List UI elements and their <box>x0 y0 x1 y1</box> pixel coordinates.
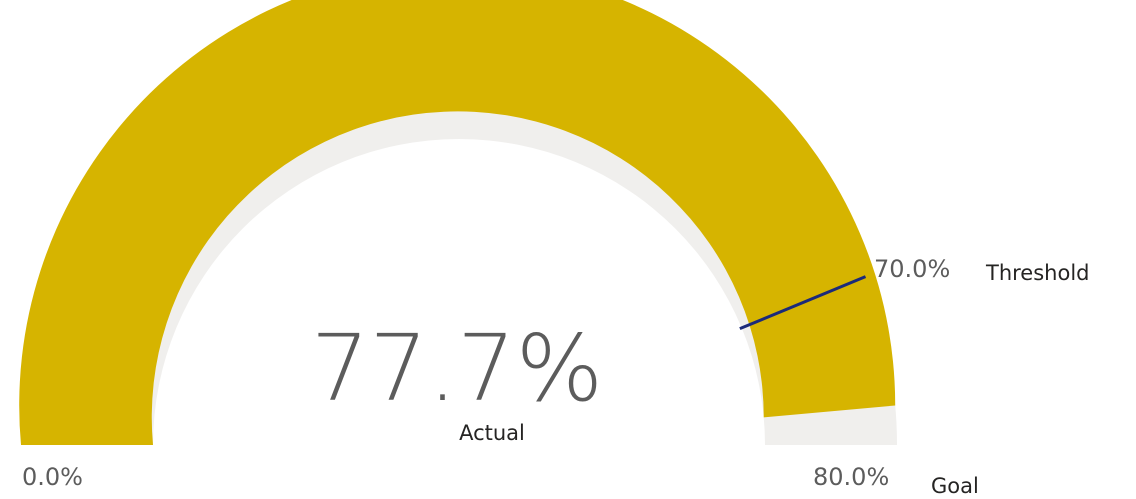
gauge-value-caption: Actual <box>459 421 525 445</box>
gauge-threshold-label: 70.0% <box>874 255 950 283</box>
gauge-value-arc <box>19 0 896 445</box>
gauge-min-label: 0.0% <box>22 463 83 491</box>
gauge-threshold-caption: Threshold <box>985 261 1090 285</box>
gauge-threshold-line <box>739 275 867 331</box>
gauge-goal-caption: Goal <box>931 474 979 498</box>
gauge-max-label: 80.0% <box>813 463 889 491</box>
gauge-value-label: 77.7% <box>311 315 603 422</box>
